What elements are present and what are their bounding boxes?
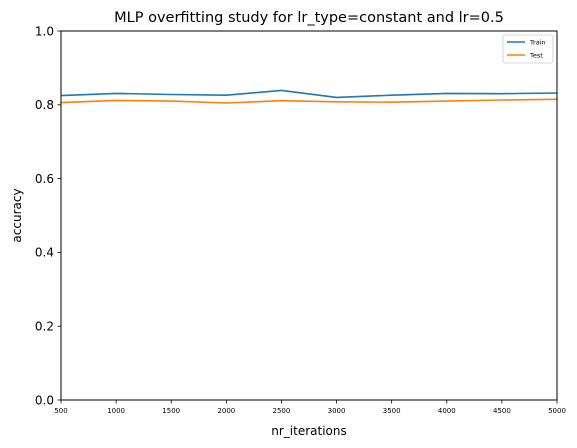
x-tick-label: 1500 bbox=[162, 407, 180, 415]
y-tick-label: 0.2 bbox=[35, 320, 54, 334]
x-tick-label: 2000 bbox=[217, 407, 235, 415]
x-tick-label: 3000 bbox=[328, 407, 346, 415]
x-tick-label: 5000 bbox=[548, 407, 566, 415]
x-tick-label: 1000 bbox=[107, 407, 125, 415]
y-tick-label: 0.4 bbox=[35, 246, 54, 260]
x-tick-label: 3500 bbox=[383, 407, 401, 415]
x-axis-ticks: 500 1000 1500 2000 2500 3000 3500 4000 4500 5000 bbox=[54, 400, 566, 415]
y-tick-label: 0.6 bbox=[35, 172, 54, 186]
y-tick-label: 0.0 bbox=[35, 393, 54, 407]
legend: Train Test bbox=[502, 34, 554, 64]
series-line-test bbox=[60, 98, 558, 104]
x-tick-label: 4500 bbox=[493, 407, 511, 415]
plot-frame bbox=[60, 30, 558, 401]
legend-label-test: Test bbox=[529, 52, 543, 60]
x-tick-label: 4000 bbox=[438, 407, 456, 415]
y-axis-label: accuracy bbox=[10, 188, 24, 242]
y-tick-label: 0.8 bbox=[35, 98, 54, 112]
series-layer bbox=[60, 89, 558, 104]
x-tick-label: 500 bbox=[54, 407, 67, 415]
chart-title: MLP overfitting study for lr_type=consta… bbox=[114, 10, 504, 26]
x-tick-label: 2500 bbox=[273, 407, 291, 415]
legend-label-train: Train bbox=[529, 39, 546, 47]
y-axis-ticks: 0.0 0.2 0.4 0.6 0.8 1.0 bbox=[35, 24, 61, 407]
series-line-train bbox=[60, 89, 558, 99]
y-tick-label: 1.0 bbox=[35, 24, 54, 38]
x-axis-label: nr_iterations bbox=[271, 424, 347, 438]
